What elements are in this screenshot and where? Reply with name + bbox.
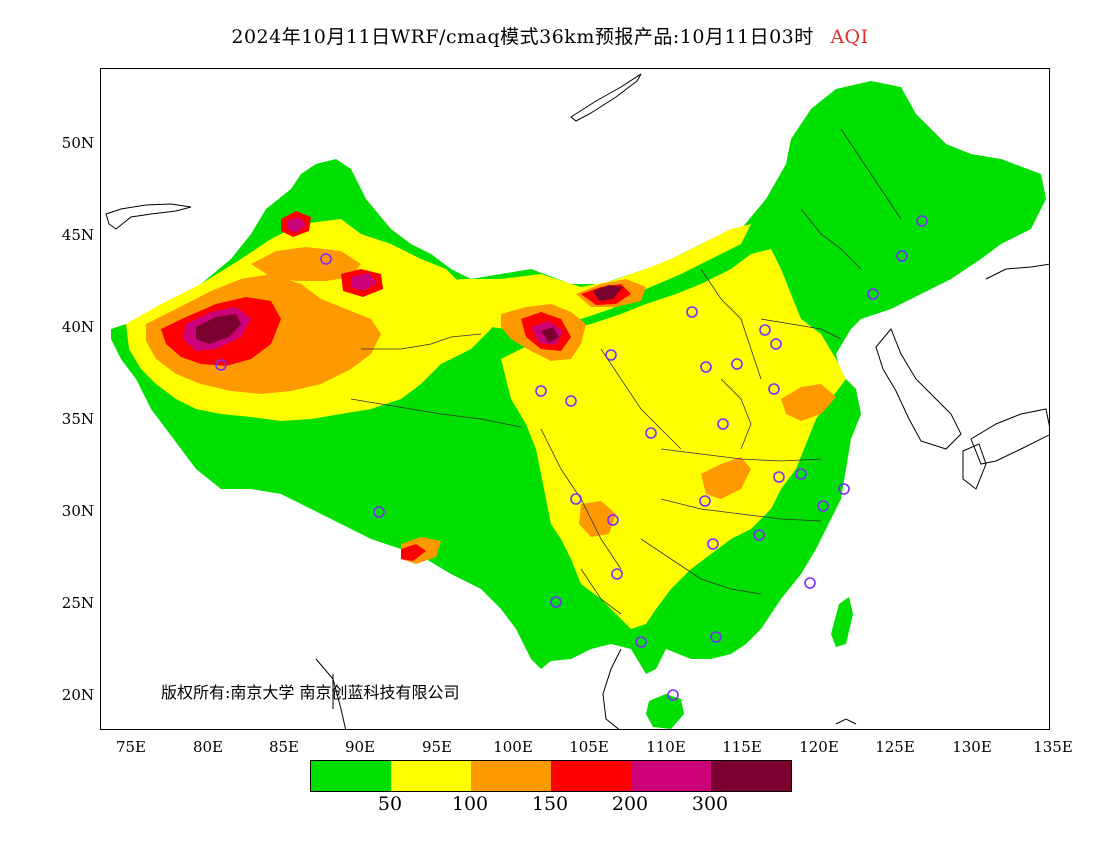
- legend-swatch: [391, 761, 471, 791]
- x-tick-label: 90E: [344, 738, 376, 756]
- y-tick-label: 40N: [61, 318, 94, 336]
- x-tick-label: 115E: [722, 738, 762, 756]
- legend-swatch: [631, 761, 711, 791]
- province-boundaries: [350, 128, 902, 615]
- legend-swatch: [551, 761, 631, 791]
- station-marker: [916, 215, 928, 227]
- station-marker: [770, 338, 782, 350]
- station-marker: [215, 359, 227, 371]
- map-title: 2024年10月11日WRF/cmaq模式36km预报产品:10月11日03时 …: [0, 22, 1100, 49]
- x-tick-label: 110E: [646, 738, 686, 756]
- legend-swatch: [471, 761, 551, 791]
- station-marker: [773, 471, 785, 483]
- x-tick-label: 80E: [192, 738, 224, 756]
- station-marker: [867, 288, 879, 300]
- aqi-forecast-map: 版权所有:南京大学 南京创蓝科技有限公司: [100, 68, 1050, 730]
- orange-zone-north-band: [251, 247, 361, 281]
- red-zone-tibet: [401, 544, 426, 561]
- station-marker: [550, 596, 562, 608]
- station-marker: [605, 349, 617, 361]
- indochina-coast: [602, 648, 622, 729]
- x-tick-label: 105E: [569, 738, 609, 756]
- x-tick-label: 85E: [268, 738, 300, 756]
- taiwan-island: [831, 597, 853, 647]
- station-marker: [768, 383, 780, 395]
- orange-zone-sichuan: [579, 501, 616, 537]
- station-marker: [607, 514, 619, 526]
- station-marker: [795, 468, 807, 480]
- legend-label: 50: [377, 793, 403, 815]
- purple-zone-junggar: [287, 217, 306, 233]
- legend-label: 200: [611, 793, 649, 815]
- yellow-zone-north: [431, 224, 751, 331]
- copyright-text: 版权所有:南京大学 南京创蓝科技有限公司: [161, 683, 460, 702]
- station-marker: [838, 483, 850, 495]
- x-tick-label: 130E: [952, 738, 992, 756]
- purple-zone-tianshan: [351, 273, 377, 291]
- station-marker: [686, 306, 698, 318]
- station-marker: [707, 538, 719, 550]
- station-marker: [700, 361, 712, 373]
- y-tick-label: 20N: [61, 686, 94, 704]
- balkhash-lake: [105, 203, 192, 230]
- legend-label: 150: [531, 793, 569, 815]
- x-tick-label: 95E: [421, 738, 453, 756]
- station-marker: [896, 250, 908, 262]
- y-tick-label: 35N: [61, 410, 94, 428]
- maroon-zone-tarim: [196, 314, 241, 344]
- yellow-zone-central: [501, 249, 846, 629]
- map-canvas: [105, 73, 1049, 729]
- hainan-island: [646, 694, 684, 729]
- station-marker: [717, 418, 729, 430]
- bay-of-bengal-coast: [315, 658, 347, 729]
- legend-label: 300: [691, 793, 729, 815]
- station-marker: [611, 568, 623, 580]
- x-tick-label: 120E: [799, 738, 839, 756]
- x-tick-label: 100E: [493, 738, 533, 756]
- station-markers: [215, 215, 928, 701]
- station-marker: [320, 253, 332, 265]
- title-product: AQI: [830, 26, 869, 48]
- y-tick-label: 50N: [61, 134, 94, 152]
- station-marker: [635, 636, 647, 648]
- lake-baikal: [570, 73, 642, 122]
- station-marker: [699, 495, 711, 507]
- maroon-zone-hexi: [541, 327, 559, 343]
- title-main: 2024年10月11日WRF/cmaq模式36km预报产品:10月11日03时: [231, 26, 814, 48]
- station-marker: [373, 506, 385, 518]
- station-marker: [753, 529, 765, 541]
- legend-label: 100: [451, 793, 489, 815]
- y-tick-label: 30N: [61, 502, 94, 520]
- x-tick-label: 125E: [875, 738, 915, 756]
- station-marker: [731, 358, 743, 370]
- aqi-legend: [310, 760, 792, 792]
- korea-coastline: [875, 328, 962, 450]
- x-tick-label: 75E: [115, 738, 147, 756]
- orange-zone-central: [701, 457, 751, 499]
- station-marker: [710, 631, 722, 643]
- station-marker: [667, 689, 679, 701]
- legend-swatch: [311, 761, 391, 791]
- station-marker: [804, 577, 816, 589]
- japan-kyushu: [962, 443, 987, 490]
- y-tick-label: 25N: [61, 594, 94, 612]
- station-marker: [535, 385, 547, 397]
- legend-swatch: [711, 761, 791, 791]
- station-marker: [565, 395, 577, 407]
- x-tick-label: 135E: [1033, 738, 1073, 756]
- philippines-coast: [835, 718, 857, 725]
- y-tick-label: 45N: [61, 226, 94, 244]
- station-marker: [570, 493, 582, 505]
- station-marker: [817, 500, 829, 512]
- orange-zone-shandong: [781, 384, 836, 421]
- maroon-zone-gobi: [593, 285, 623, 301]
- station-marker: [645, 427, 657, 439]
- russia-coast: [985, 263, 1049, 280]
- station-marker: [759, 324, 771, 336]
